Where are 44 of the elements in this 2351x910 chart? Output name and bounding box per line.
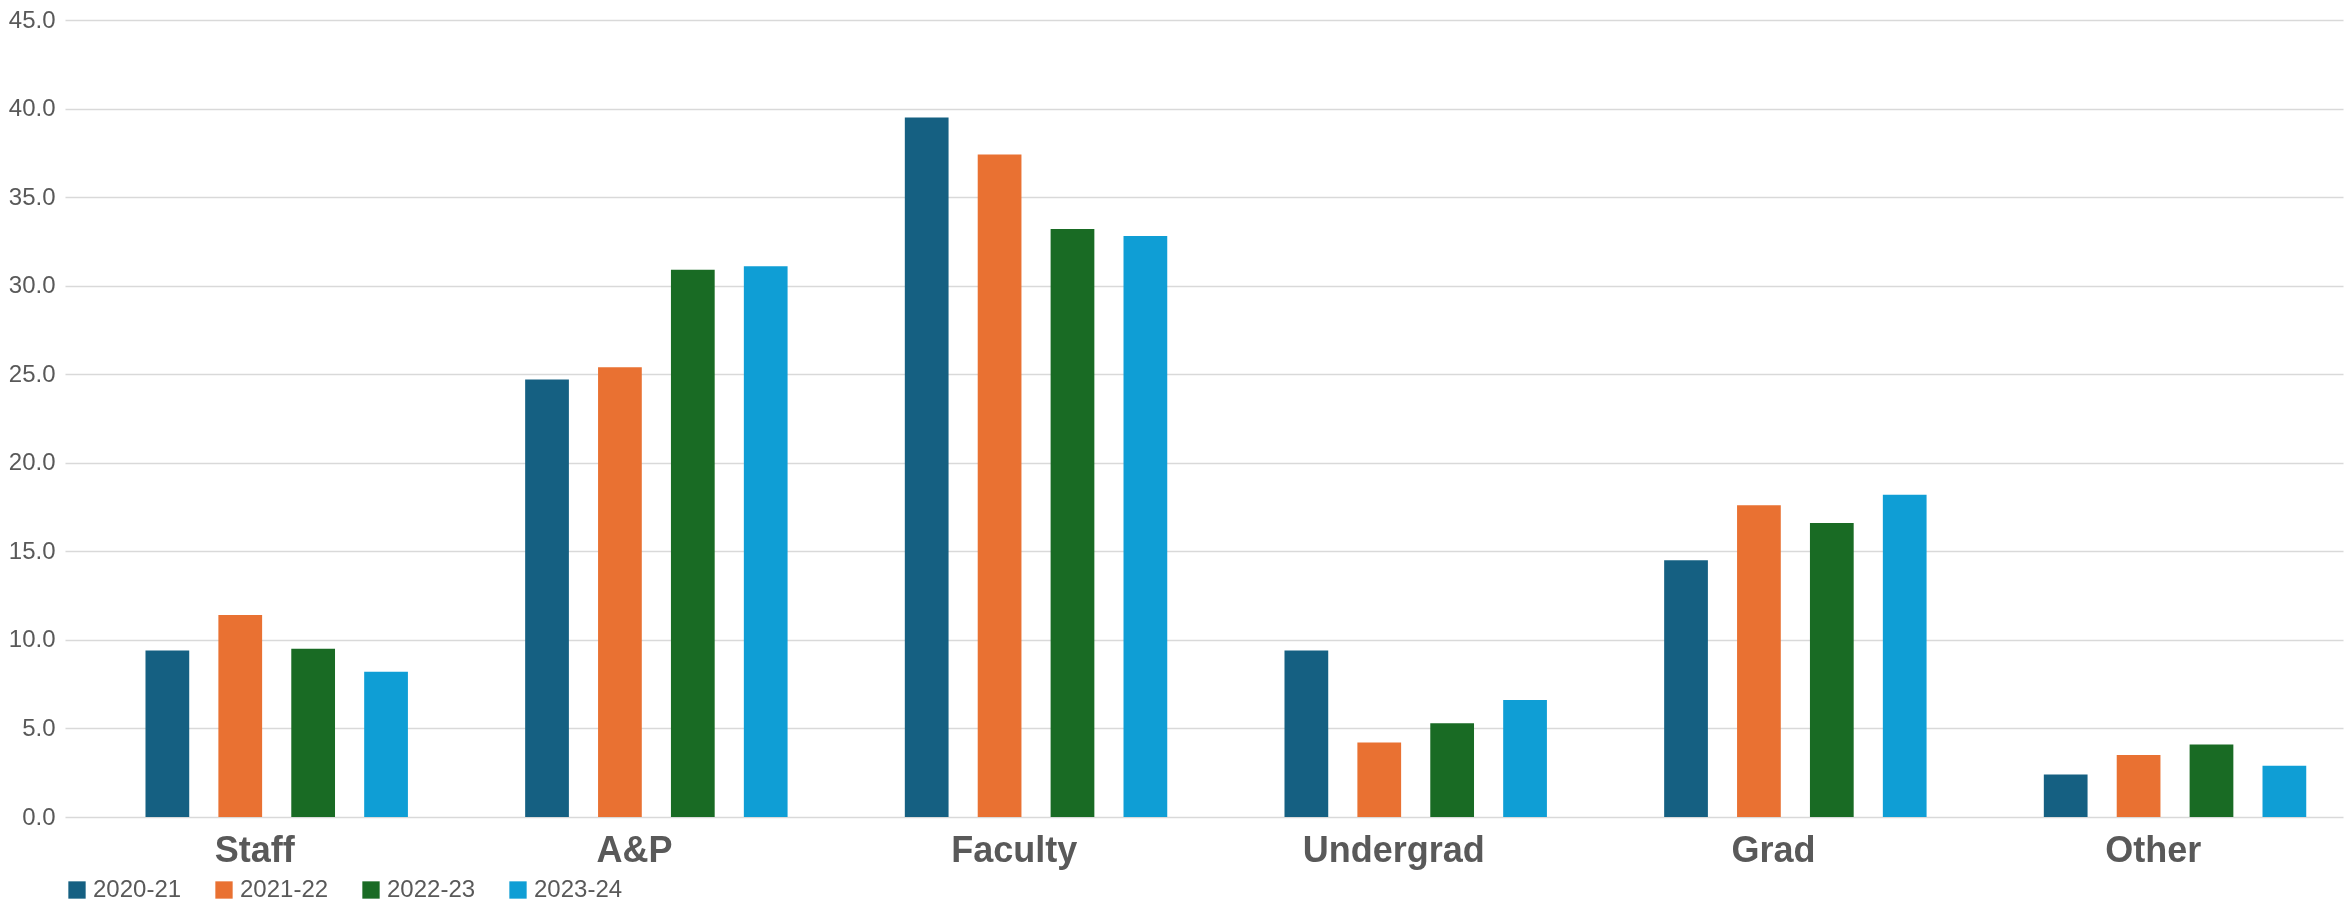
bar: [2189, 744, 2234, 817]
legend-label: 2023-24: [534, 875, 623, 902]
y-tick-label: 10.0: [8, 625, 56, 653]
y-tick-label: 15.0: [8, 536, 56, 564]
y-tick-label: 45.0: [8, 5, 56, 33]
legend-label: 2022-23: [387, 875, 476, 902]
legend-label: 2020-21: [93, 875, 182, 902]
bar: [145, 650, 190, 817]
bar: [1284, 650, 1329, 817]
y-tick-label: 5.0: [22, 713, 56, 741]
y-tick-label: 30.0: [8, 271, 56, 299]
x-tick-label: Grad: [1731, 828, 1816, 870]
y-tick-label: 20.0: [8, 448, 56, 476]
bar: [1357, 742, 1402, 817]
y-tick-label: 35.0: [8, 182, 56, 210]
bar: [743, 266, 788, 817]
y-tick-label: 0.0: [22, 802, 56, 830]
bar: [2262, 765, 2307, 817]
bar: [1737, 505, 1781, 817]
bar: [2043, 774, 2088, 817]
bar: [977, 154, 1022, 817]
y-tick-label: 25.0: [8, 359, 56, 387]
bar: [1882, 494, 1927, 817]
bar: [1123, 236, 1168, 817]
bar: [364, 671, 408, 817]
bar: [2116, 755, 2161, 817]
bar: [1503, 700, 1547, 817]
bar: [291, 648, 336, 817]
x-tick-label: Other: [2105, 828, 2202, 870]
bar: [904, 117, 949, 817]
bar: [1430, 723, 1475, 817]
x-tick-label: A&P: [596, 828, 673, 870]
bar: [670, 269, 715, 817]
y-tick-label: 40.0: [8, 94, 56, 122]
bar: [598, 367, 642, 817]
x-tick-label: Undergrad: [1302, 828, 1485, 870]
x-tick-label: Faculty: [951, 828, 1078, 870]
legend-label: 2021-22: [240, 875, 329, 902]
bar: [1809, 523, 1854, 817]
bar: [1050, 228, 1095, 817]
bar: [1664, 560, 1708, 817]
bar: [218, 615, 263, 817]
bar: [525, 379, 569, 817]
x-tick-label: Staff: [214, 828, 296, 870]
